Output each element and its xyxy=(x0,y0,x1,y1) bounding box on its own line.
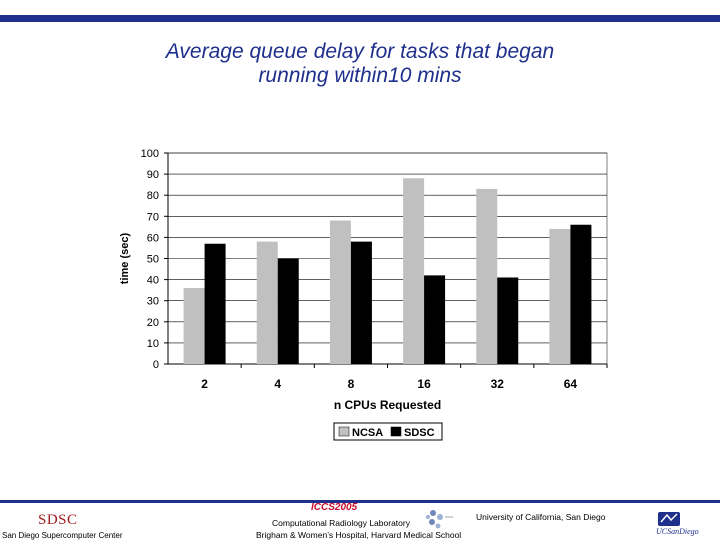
footer-divider xyxy=(0,500,720,503)
university-label: University of California, San Diego xyxy=(476,512,606,522)
bar-sdsc-64 xyxy=(570,224,592,364)
bar-ncsa-2 xyxy=(183,288,205,364)
ucsd-logo-text: UCSanDiego xyxy=(656,527,699,536)
x-tick-label: 64 xyxy=(564,377,578,391)
bar-sdsc-4 xyxy=(277,258,299,364)
slide-title-line-2: running within10 mins xyxy=(258,64,462,87)
x-tick-label: 32 xyxy=(491,377,505,391)
bar-sdsc-16 xyxy=(424,275,446,364)
y-tick-label: 90 xyxy=(147,169,159,181)
y-tick-label: 0 xyxy=(153,359,159,371)
bar-sdsc-2 xyxy=(204,243,226,364)
x-tick-label: 16 xyxy=(417,377,431,391)
sdsc-center-label: San Diego Supercomputer Center xyxy=(2,531,123,540)
top-accent-bar xyxy=(0,15,720,22)
slide-title: Average queue delay for tasks that began… xyxy=(60,40,660,88)
legend-label-ncsa: NCSA xyxy=(352,427,383,439)
lab-logo-icon xyxy=(426,510,453,529)
y-tick-label: 10 xyxy=(147,338,159,350)
y-tick-label: 50 xyxy=(147,254,159,266)
y-tick-label: 100 xyxy=(141,148,159,160)
bar-sdsc-32 xyxy=(497,277,519,364)
sdsc-logo: SDSC xyxy=(38,512,78,528)
bar-sdsc-8 xyxy=(350,241,372,364)
x-tick-label: 2 xyxy=(201,377,208,391)
bar-ncsa-64 xyxy=(549,228,571,364)
legend-box xyxy=(333,422,443,441)
conference-label: ICCS2005 xyxy=(311,502,358,513)
y-tick-label: 60 xyxy=(147,232,159,244)
slide-title-line-1: Average queue delay for tasks that began xyxy=(165,40,555,63)
legend-label-sdsc: SDSC xyxy=(404,427,435,439)
hospital-label: Brigham & Women’s Hospital, Harvard Medi… xyxy=(256,530,462,540)
y-tick-label: 20 xyxy=(147,317,159,329)
bar-ncsa-8 xyxy=(329,220,351,364)
y-tick-label: 70 xyxy=(147,211,159,223)
y-tick-label: 80 xyxy=(147,190,159,202)
lab-label: Computational Radiology Laboratory xyxy=(272,518,410,528)
bar-ncsa-32 xyxy=(476,188,498,364)
ucsd-logo: UCSanDiego xyxy=(656,512,699,536)
x-tick-label: 8 xyxy=(348,377,355,391)
bar-ncsa-4 xyxy=(256,241,278,364)
legend-swatch-ncsa xyxy=(338,426,350,437)
y-axis-title: time (sec) xyxy=(119,232,131,284)
bar-ncsa-16 xyxy=(403,178,425,364)
x-axis-title: n CPUs Requested xyxy=(334,398,441,412)
legend-swatch-sdsc xyxy=(390,426,402,437)
y-tick-label: 40 xyxy=(147,275,159,287)
x-tick-label: 4 xyxy=(274,377,281,391)
y-tick-label: 30 xyxy=(147,296,159,308)
